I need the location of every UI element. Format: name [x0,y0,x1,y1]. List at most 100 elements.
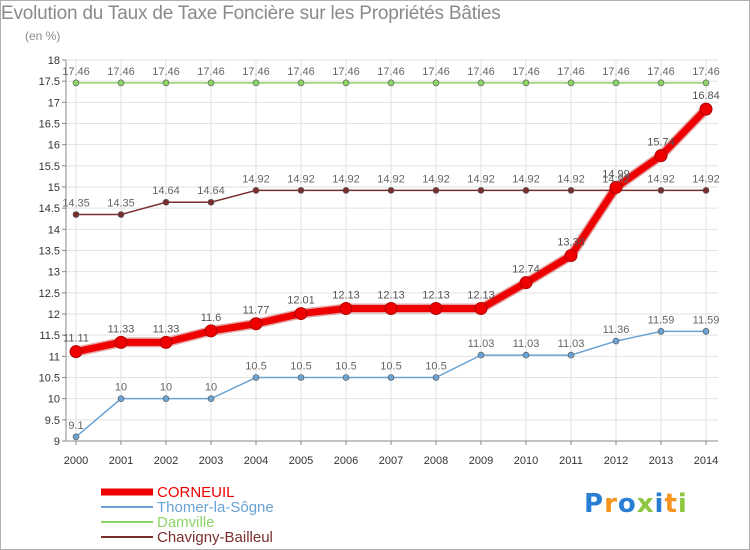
data-label-corneuil: 12.01 [287,295,315,307]
data-point-corneuil [609,180,623,194]
data-point-thomer-la-s-gne [342,374,350,381]
data-point-damville [432,79,440,87]
data-point-corneuil [159,335,173,349]
data-point-damville [117,79,125,87]
data-label-damville: 17.46 [422,66,450,78]
data-label-corneuil: 12.13 [467,289,495,301]
x-tick-label: 2006 [334,455,358,467]
data-label-thomer-la-s-gne: 10 [160,382,172,394]
data-label-damville: 17.46 [377,66,405,78]
data-label-thomer-la-s-gne: 11.03 [468,338,495,350]
data-point-damville [207,79,215,87]
data-point-corneuil [564,249,578,263]
data-label-chavigny-bailleul: 14.64 [152,185,180,197]
y-tick-label: 9 [54,436,60,448]
data-point-thomer-la-s-gne [207,395,215,402]
y-tick-label: 14 [48,224,60,236]
chart-unit-label: (en %) [25,29,61,43]
data-point-damville [477,79,485,87]
data-point-corneuil [69,345,83,359]
data-label-thomer-la-s-gne: 10.5 [245,361,266,373]
data-label-thomer-la-s-gne: 11.03 [558,338,585,350]
chart-title: Evolution du Taux de Taxe Foncière sur l… [1,3,501,24]
data-label-chavigny-bailleul: 14.92 [512,173,540,185]
data-point-damville [567,79,575,87]
data-point-chavigny-bailleul [567,187,575,194]
legend-label-thomer-la-s-gne: Thomer-la-Sôgne [157,499,274,516]
data-point-corneuil [429,301,443,315]
x-tick-label: 2011 [559,455,583,467]
data-label-thomer-la-s-gne: 10 [115,382,127,394]
data-label-thomer-la-s-gne: 10.5 [380,361,401,373]
data-label-damville: 17.46 [242,66,270,78]
data-point-corneuil [699,102,713,116]
x-tick-label: 2004 [244,455,268,467]
data-point-damville [162,79,170,87]
data-point-chavigny-bailleul [297,187,305,194]
data-label-corneuil: 11.11 [63,333,89,345]
y-tick-label: 13.5 [39,246,60,258]
data-label-chavigny-bailleul: 14.92 [242,173,270,185]
data-label-damville: 17.46 [287,66,315,78]
y-tick-label: 17.5 [39,76,60,88]
data-label-corneuil: 12.13 [422,289,450,301]
data-point-damville [387,79,395,87]
proxiti-logo: Proxiti [584,489,688,519]
x-tick-label: 2000 [64,455,88,467]
data-label-chavigny-bailleul: 14.92 [287,173,315,185]
x-tick-label: 2005 [289,455,313,467]
data-label-thomer-la-s-gne: 11.59 [693,314,720,326]
data-label-thomer-la-s-gne: 10.5 [290,361,311,373]
legend-label-damville: Damville [157,514,215,531]
data-label-corneuil: 11.6 [201,312,222,324]
x-tick-label: 2003 [199,455,223,467]
data-point-damville [612,79,620,87]
data-point-damville [342,79,350,87]
data-point-chavigny-bailleul [387,187,395,194]
data-label-thomer-la-s-gne: 11.36 [603,324,630,336]
data-point-corneuil [384,301,398,315]
data-point-thomer-la-s-gne [522,351,530,359]
logo-letter: o [617,489,637,519]
data-label-chavigny-bailleul: 14.64 [197,185,225,197]
logo-letter: r [604,489,618,519]
data-label-corneuil: 12.13 [332,289,360,301]
y-tick-label: 15 [48,182,60,194]
x-tick-label: 2009 [469,455,493,467]
data-point-thomer-la-s-gne [657,328,665,335]
y-tick-label: 12.5 [39,288,60,300]
y-tick-label: 11 [49,351,60,363]
data-label-corneuil: 13.38 [557,237,585,249]
y-tick-label: 9.5 [45,415,60,427]
y-tick-label: 14.5 [39,203,60,215]
data-label-chavigny-bailleul: 14.92 [647,173,675,185]
data-label-corneuil: 14.99 [602,168,630,180]
data-label-chavigny-bailleul: 14.92 [467,173,495,185]
data-point-damville [702,79,710,87]
logo-letter: i [677,489,688,519]
y-tick-label: 11.5 [39,330,60,342]
data-label-corneuil: 16.84 [692,90,720,102]
data-label-thomer-la-s-gne: 10.5 [425,361,446,373]
x-tick-label: 2010 [514,455,538,467]
y-tick-label: 15.5 [39,161,60,173]
data-label-damville: 17.46 [557,66,585,78]
data-label-chavigny-bailleul: 14.92 [332,173,360,185]
data-point-chavigny-bailleul [117,211,125,218]
data-label-thomer-la-s-gne: 11.59 [648,314,675,326]
x-tick-label: 2008 [424,455,448,467]
data-point-chavigny-bailleul [207,198,215,206]
data-label-corneuil: 12.13 [377,289,405,301]
x-tick-label: 2007 [379,455,403,467]
data-point-corneuil [249,317,263,331]
data-label-thomer-la-s-gne: 10.5 [335,361,356,373]
data-point-chavigny-bailleul [522,187,530,194]
data-label-thomer-la-s-gne: 11.03 [513,338,540,350]
data-label-damville: 17.46 [107,66,135,78]
data-label-damville: 17.46 [647,66,675,78]
x-tick-label: 2012 [604,455,628,467]
data-label-damville: 17.46 [197,66,225,78]
data-point-damville [657,79,665,87]
